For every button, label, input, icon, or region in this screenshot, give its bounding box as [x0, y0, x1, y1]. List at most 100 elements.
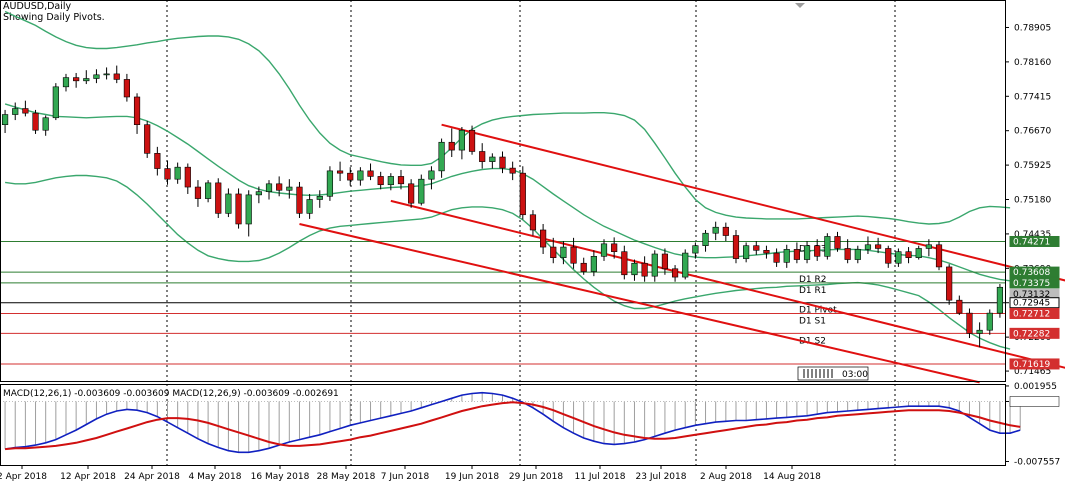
- candle-body: [560, 246, 567, 258]
- candle-body: [479, 151, 486, 162]
- bollinger-upper: [4, 10, 1011, 225]
- candle-body: [265, 183, 273, 192]
- x-tick-label: 24 Apr 2018: [124, 472, 180, 482]
- candle-body: [864, 244, 872, 250]
- x-tick-label: 23 Jul 2018: [636, 472, 687, 482]
- candle-body: [996, 286, 1004, 314]
- candle-body: [184, 166, 191, 188]
- candle-body: [154, 153, 161, 169]
- x-tick-label: 2 Aug 2018: [700, 472, 752, 482]
- candle-body: [671, 268, 679, 278]
- candle-body: [296, 186, 303, 214]
- candle-body: [255, 191, 262, 196]
- candle-body: [935, 244, 943, 268]
- candle-body: [793, 249, 800, 260]
- x-tick-label: 29 Jun 2018: [509, 472, 563, 482]
- candle-body: [600, 243, 608, 257]
- pivot-label: D1 R3: [799, 244, 827, 254]
- candle-body: [661, 253, 669, 270]
- x-tick-label: 19 Jun 2018: [445, 472, 499, 482]
- candle-body: [682, 252, 689, 278]
- candle-body: [814, 245, 821, 257]
- macd-label: MACD(12,26,1) -0.003609 -0.003609 MACD(1…: [3, 389, 339, 399]
- macd-y-tick-label: -0.007557: [1014, 457, 1060, 467]
- y-tick-label: 0.78905: [1014, 23, 1051, 33]
- price-tag-label: 0.74271: [1013, 237, 1050, 247]
- candle-body: [854, 249, 861, 260]
- candle-body: [529, 214, 537, 231]
- candle-body: [367, 170, 374, 177]
- x-tick-label: 28 May 2018: [317, 472, 376, 482]
- candle-body: [468, 129, 476, 152]
- price-tag-label: 0.72282: [1013, 329, 1050, 339]
- candle-body: [113, 73, 120, 80]
- macd-y-tick-label: 0.001955: [1014, 382, 1057, 392]
- candle-body: [62, 77, 70, 88]
- y-tick-label: 0.76670: [1014, 127, 1051, 137]
- candle-body: [692, 245, 699, 254]
- price-tag: [1009, 297, 1060, 309]
- macd-signal-line: [5, 401, 1021, 451]
- candle-body: [306, 199, 313, 214]
- candle-body: [22, 108, 29, 114]
- candle-body: [956, 299, 963, 314]
- candle-body: [621, 251, 628, 276]
- candle-body: [743, 245, 750, 259]
- candle-body: [215, 182, 222, 214]
- candle-body: [875, 244, 882, 249]
- candle-body: [753, 245, 760, 251]
- candle-body: [641, 262, 648, 277]
- y-tick-label: 0.78160: [1014, 58, 1051, 68]
- candle-body: [235, 193, 242, 225]
- pivot-label: D1 S1: [799, 316, 826, 326]
- price-tag: [1009, 327, 1060, 339]
- trend-channel: [299, 123, 1065, 384]
- price-tag-label: 0.73608: [1013, 268, 1050, 278]
- candle-body: [722, 226, 729, 236]
- candle-body: [12, 108, 19, 115]
- chart-subtitle: Showing Daily Pivots.: [3, 12, 105, 23]
- y-tick-label: 0.77415: [1014, 92, 1051, 102]
- bollinger-bands: [4, 10, 1011, 350]
- candle-body: [357, 170, 364, 181]
- x-tick-label: 7 Jun 2018: [381, 472, 430, 482]
- x-tick-label: 11 Jul 2018: [575, 472, 626, 482]
- candle-body: [276, 183, 283, 191]
- y-tick-label: 0.75180: [1014, 196, 1051, 206]
- macd-zero-tag: [1009, 396, 1060, 407]
- candle-body: [925, 244, 932, 249]
- candle-body: [611, 243, 618, 252]
- price-tag: [1009, 307, 1060, 319]
- candle-body: [326, 170, 334, 197]
- macd-panel: MACD(12,26,1) -0.003609 -0.003609 MACD(1…: [0, 389, 1021, 454]
- candle-body: [895, 251, 902, 264]
- candle-body: [174, 166, 181, 180]
- candle-body: [42, 117, 49, 131]
- candle-body: [550, 246, 557, 258]
- candle-body: [418, 178, 425, 204]
- x-tick-label: 14 Aug 2018: [763, 472, 821, 482]
- candle-body: [885, 248, 892, 264]
- pivot-label: D1 R1: [799, 286, 827, 296]
- candle-body: [458, 129, 465, 151]
- candle-body: [773, 252, 780, 263]
- candle-body: [976, 329, 983, 334]
- candle-body: [540, 229, 547, 248]
- candle-body: [144, 124, 151, 154]
- candle-body: [194, 186, 202, 199]
- candle-body: [164, 168, 171, 180]
- candles: [1, 65, 1004, 348]
- candle-body: [631, 262, 638, 276]
- price-tag: [1009, 277, 1060, 289]
- candle-body: [336, 170, 344, 174]
- candle-body: [824, 236, 831, 257]
- candle-body: [347, 172, 354, 181]
- price-tag: [1009, 358, 1060, 370]
- candle-body: [32, 112, 39, 131]
- candle-body: [986, 312, 993, 331]
- chart-title: AUDUSD,Daily: [3, 1, 72, 12]
- candle-body: [286, 186, 293, 191]
- time-marker: 03:00: [797, 366, 869, 381]
